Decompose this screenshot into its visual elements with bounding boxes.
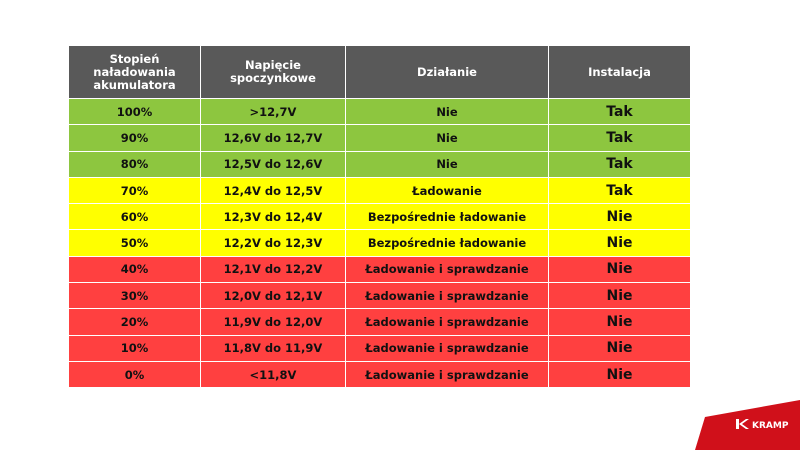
cell-action: Ładowanie i sprawdzanie bbox=[345, 360, 549, 389]
header-charge: Stopień naładowania akumulatora bbox=[68, 45, 201, 99]
table-row: 20% 11,9V do 12,0V Ładowanie i sprawdzanie… bbox=[68, 308, 691, 336]
table-row: 80% 12,5V do 12,6V Nie Tak bbox=[68, 150, 691, 178]
header-installation: Instalacja bbox=[548, 45, 691, 99]
cell-action: Bezpośrednie ładowanie bbox=[345, 203, 549, 231]
cell-installation: Nie bbox=[548, 308, 691, 336]
table-row: 50% 12,2V do 12,3V Bezpośrednie ładowanie N… bbox=[68, 229, 691, 257]
header-action: Działanie bbox=[345, 45, 549, 99]
cell-installation: Tak bbox=[548, 124, 691, 152]
cell-charge: 80% bbox=[68, 150, 201, 178]
cell-charge: 0% bbox=[68, 360, 201, 389]
cell-voltage: 12,5V do 12,6V bbox=[200, 150, 346, 178]
cell-voltage: 11,8V do 11,9V bbox=[200, 334, 346, 362]
cell-action: Nie bbox=[345, 124, 549, 152]
cell-installation: Nie bbox=[548, 255, 691, 284]
logo-text: KRAMP bbox=[752, 421, 789, 431]
cell-voltage: 12,0V do 12,1V bbox=[200, 282, 346, 310]
kramp-logo: KRAMP bbox=[695, 400, 800, 450]
cell-voltage: 11,9V do 12,0V bbox=[200, 308, 346, 336]
cell-charge: 70% bbox=[68, 176, 201, 205]
cell-charge: 60% bbox=[68, 203, 201, 231]
cell-installation: Tak bbox=[548, 150, 691, 178]
cell-charge: 20% bbox=[68, 308, 201, 336]
cell-action: Nie bbox=[345, 150, 549, 178]
cell-charge: 50% bbox=[68, 229, 201, 257]
cell-installation: Nie bbox=[548, 203, 691, 231]
cell-voltage: 12,2V do 12,3V bbox=[200, 229, 346, 257]
table-row: 100% >12,7V Nie Tak bbox=[68, 97, 691, 126]
cell-installation: Nie bbox=[548, 334, 691, 362]
cell-voltage: 12,1V do 12,2V bbox=[200, 255, 346, 284]
table-row: 10% 11,8V do 11,9V Ładowanie i sprawdzanie… bbox=[68, 334, 691, 362]
cell-action: Ładowanie i sprawdzanie bbox=[345, 308, 549, 336]
cell-charge: 10% bbox=[68, 334, 201, 362]
cell-action: Ładowanie i sprawdzanie bbox=[345, 282, 549, 310]
battery-charge-table: Stopień naładowania akumulatora Napięcie… bbox=[68, 45, 691, 389]
kramp-mark-icon bbox=[736, 419, 749, 429]
logo-red-shape bbox=[695, 400, 800, 450]
cell-installation: Nie bbox=[548, 229, 691, 257]
cell-action: Ładowanie bbox=[345, 176, 549, 205]
cell-action: Nie bbox=[345, 97, 549, 126]
cell-voltage: 12,6V do 12,7V bbox=[200, 124, 346, 152]
table-header-row: Stopień naładowania akumulatora Napięcie… bbox=[68, 45, 691, 99]
table-row: 90% 12,6V do 12,7V Nie Tak bbox=[68, 124, 691, 152]
header-voltage: Napięcie spoczynkowe bbox=[200, 45, 346, 99]
cell-charge: 100% bbox=[68, 97, 201, 126]
cell-voltage: >12,7V bbox=[200, 97, 346, 126]
table-row: 0% <11,8V Ładowanie i sprawdzanie Nie bbox=[68, 360, 691, 389]
table-row: 40% 12,1V do 12,2V Ładowanie i sprawdzanie… bbox=[68, 255, 691, 284]
cell-installation: Nie bbox=[548, 360, 691, 389]
cell-action: Ładowanie i sprawdzanie bbox=[345, 334, 549, 362]
cell-charge: 90% bbox=[68, 124, 201, 152]
cell-voltage: <11,8V bbox=[200, 360, 346, 389]
cell-installation: Tak bbox=[548, 97, 691, 126]
cell-installation: Tak bbox=[548, 176, 691, 205]
cell-voltage: 12,4V do 12,5V bbox=[200, 176, 346, 205]
cell-action: Ładowanie i sprawdzanie bbox=[345, 255, 549, 284]
cell-installation: Nie bbox=[548, 282, 691, 310]
table-row: 70% 12,4V do 12,5V Ładowanie Tak bbox=[68, 176, 691, 205]
table-row: 30% 12,0V do 12,1V Ładowanie i sprawdzanie… bbox=[68, 282, 691, 310]
table-row: 60% 12,3V do 12,4V Bezpośrednie ładowanie N… bbox=[68, 203, 691, 231]
cell-charge: 40% bbox=[68, 255, 201, 284]
cell-action: Bezpośrednie ładowanie bbox=[345, 229, 549, 257]
cell-charge: 30% bbox=[68, 282, 201, 310]
cell-voltage: 12,3V do 12,4V bbox=[200, 203, 346, 231]
